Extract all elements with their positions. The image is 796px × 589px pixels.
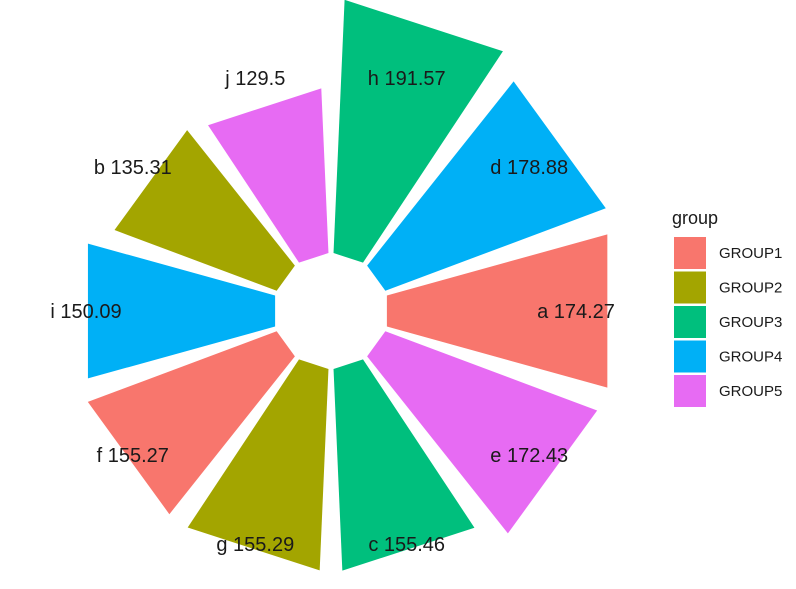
legend-label-group5: GROUP5 <box>719 383 782 400</box>
data-label-c: c 155.46 <box>368 534 445 556</box>
legend-swatch-group5 <box>674 375 706 407</box>
data-label-b: b 135.31 <box>94 157 172 179</box>
bar-i <box>87 243 276 379</box>
data-label-i: i 150.09 <box>50 301 121 323</box>
bar-j <box>208 88 329 263</box>
bar-g <box>187 359 329 571</box>
data-label-g: g 155.29 <box>216 534 294 556</box>
bar-f <box>87 331 295 515</box>
legend: group GROUP1 GROUP2 GROUP3 GROUP4 GROUP5 <box>672 208 782 407</box>
legend-label-group2: GROUP2 <box>719 280 782 297</box>
data-label-d: d 178.88 <box>490 157 568 179</box>
legend-swatch-group3 <box>674 306 706 338</box>
data-label-f: f 155.27 <box>97 445 169 467</box>
bars-group <box>87 0 608 571</box>
legend-label-group4: GROUP4 <box>719 349 782 366</box>
legend-label-group1: GROUP1 <box>719 245 782 262</box>
data-labels-group: h 191.57 d 178.88 a 174.27 e 172.43 c 155.46… <box>50 68 615 556</box>
data-label-h: h 191.57 <box>368 68 446 90</box>
bar-e <box>367 331 598 534</box>
legend-swatch-group4 <box>674 340 706 373</box>
data-label-e: e 172.43 <box>490 445 568 467</box>
bar-c <box>333 359 475 571</box>
bar-a <box>386 234 608 388</box>
bar-h <box>333 0 503 263</box>
bar-b <box>114 130 295 291</box>
legend-swatch-group2 <box>674 271 706 304</box>
legend-swatch-group1 <box>674 237 706 269</box>
data-label-j: j 129.5 <box>224 68 285 90</box>
legend-title: group <box>672 208 718 228</box>
bar-d <box>367 81 606 291</box>
data-label-a: a 174.27 <box>537 301 615 323</box>
legend-label-group3: GROUP3 <box>719 314 782 331</box>
